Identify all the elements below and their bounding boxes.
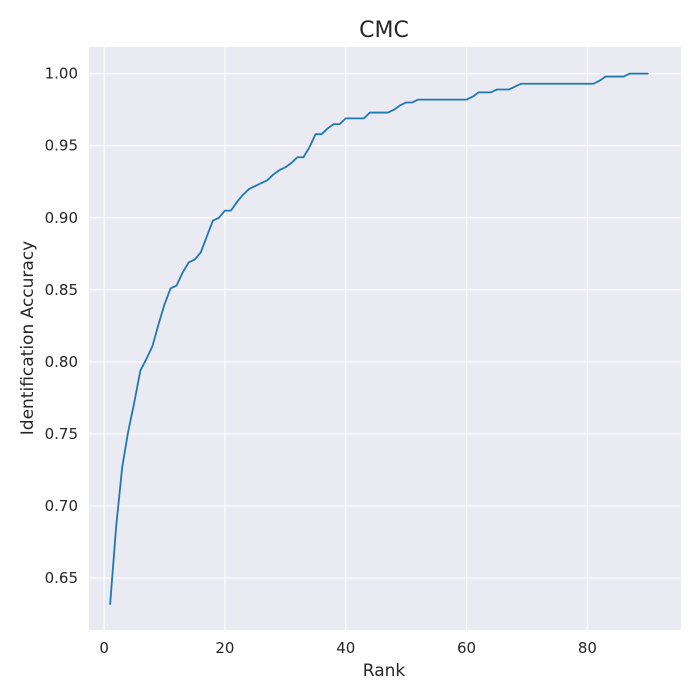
y-tick-label: 0.70	[45, 497, 78, 515]
x-tick-label: 0	[99, 639, 109, 657]
y-tick-label: 0.65	[45, 569, 78, 587]
series-layer	[109, 72, 649, 605]
y-tick-label: 0.90	[45, 209, 78, 227]
y-tick-label: 0.80	[45, 353, 78, 371]
grid	[89, 47, 681, 630]
plot-area	[89, 47, 681, 630]
x-tick-label: 20	[215, 639, 234, 657]
chart-title: CMC	[359, 18, 409, 43]
cmc-series-line	[109, 72, 649, 605]
y-tick-label: 0.75	[45, 425, 78, 443]
y-axis-label: Identification Accuracy	[18, 241, 38, 435]
tick-labels: 0 20 40 60 80 0.65 0.70 0.75 0.80 0.85 0.90 0.95 1.0…	[45, 65, 597, 657]
y-tick-label: 0.95	[45, 137, 78, 155]
x-tick-label: 40	[336, 639, 355, 657]
y-tick-label: 1.00	[45, 65, 78, 83]
x-axis-label: Rank	[363, 661, 406, 681]
y-tick-label: 0.85	[45, 281, 78, 299]
x-tick-label: 60	[457, 639, 476, 657]
x-tick-label: 80	[578, 639, 597, 657]
